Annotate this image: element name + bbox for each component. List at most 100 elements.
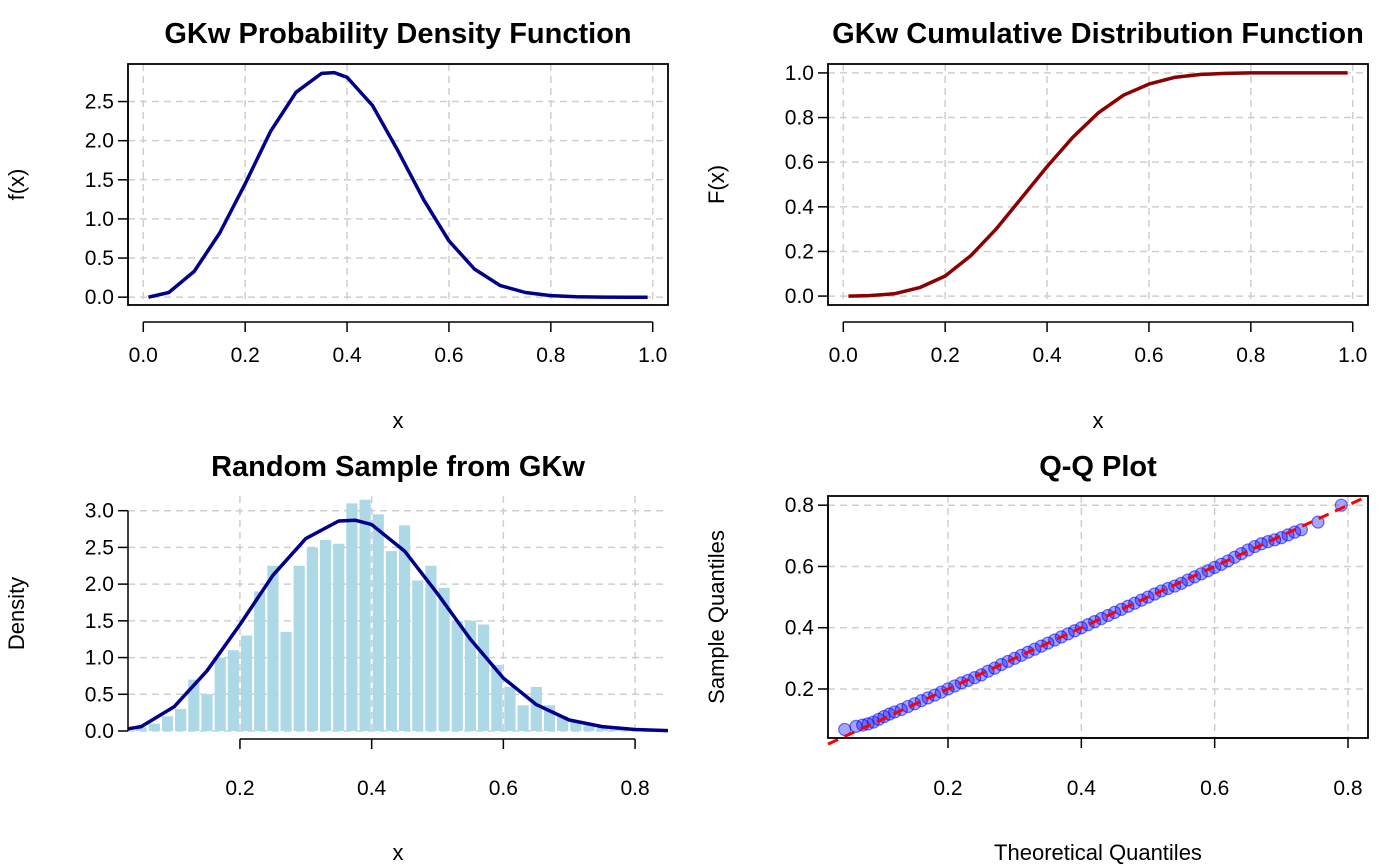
- histogram-bar: [201, 694, 213, 731]
- histogram-bar: [385, 551, 397, 731]
- x-axis-label: x: [393, 408, 404, 433]
- y-tick-label: 0.6: [785, 151, 814, 174]
- x-tick-label: 0.4: [1067, 777, 1097, 800]
- histogram-bar: [570, 722, 582, 731]
- y-tick-label: 3.0: [85, 500, 114, 523]
- x-tick-label: 0.6: [1134, 344, 1163, 367]
- x-tick-label: 0.4: [332, 344, 362, 367]
- histogram-bar: [319, 540, 332, 731]
- series-line: [848, 71, 1348, 298]
- x-tick-label: 0.4: [357, 777, 387, 800]
- chart-title: GKw Probability Density Function: [164, 18, 631, 50]
- y-tick-label: 1.5: [85, 169, 114, 192]
- y-tick-label: 0.8: [785, 107, 814, 130]
- y-tick-label: 1.0: [85, 647, 114, 670]
- y-tick-label: 2.0: [85, 573, 114, 596]
- y-axis-label: Sample Quantiles: [704, 530, 729, 704]
- histogram-bar: [359, 499, 371, 731]
- x-tick-label: 0.2: [933, 777, 962, 800]
- histogram-bar: [293, 565, 305, 731]
- histogram-bar: [530, 686, 542, 731]
- y-tick-label: 2.5: [85, 91, 114, 114]
- qq-point: [981, 664, 995, 678]
- histogram-bar: [214, 657, 226, 731]
- x-tick-label: 0.2: [231, 344, 260, 367]
- y-tick-label: 0.4: [785, 617, 815, 640]
- y-tick-label: 1.0: [785, 62, 814, 85]
- histogram-bar: [438, 587, 450, 731]
- histogram-bar: [188, 679, 200, 731]
- y-tick-label: 0.2: [785, 678, 814, 701]
- x-tick-label: 0.8: [1333, 777, 1362, 800]
- y-tick-label: 0.5: [85, 247, 114, 270]
- y-tick-label: 1.5: [85, 610, 114, 633]
- histogram-bar: [372, 514, 384, 731]
- histogram-bar: [399, 525, 411, 731]
- qq-point: [1208, 560, 1222, 574]
- plot-frame: [127, 63, 669, 306]
- histogram-bar: [517, 705, 529, 731]
- histogram-bar: [596, 727, 608, 731]
- x-axis-label: x: [1093, 408, 1104, 433]
- histogram-bar: [135, 727, 147, 731]
- chart-title: Random Sample from GKw: [211, 451, 585, 483]
- chart-title: GKw Cumulative Distribution Function: [832, 18, 1364, 50]
- y-tick-label: 0.5: [85, 683, 114, 706]
- x-tick-label: 1.0: [1338, 344, 1367, 367]
- plot-frame: [827, 63, 1369, 306]
- x-tick-label: 0.8: [620, 777, 649, 800]
- histogram-panel: 0.2 0.4 0.6 0.8 0.0 0.5 1.0 1.5 2.0 2.5 3.0 Random …: [4, 451, 669, 865]
- x-tick-label: 0.6: [434, 344, 463, 367]
- histogram-bar: [504, 686, 516, 731]
- histogram-bar: [175, 708, 187, 731]
- x-tick-label: 0.6: [489, 777, 518, 800]
- x-tick-label: 1.0: [638, 344, 667, 367]
- histogram-bar: [451, 620, 463, 731]
- histogram-bar: [412, 580, 424, 731]
- x-tick-label: 0.8: [536, 344, 565, 367]
- histogram-bar: [280, 631, 292, 731]
- histogram-bar: [161, 716, 174, 731]
- y-tick-label: 0.0: [85, 286, 114, 309]
- density-curve: [127, 518, 669, 733]
- histogram-bar: [543, 705, 556, 731]
- y-axis-label: F(x): [704, 165, 729, 204]
- x-tick-label: 0.2: [931, 344, 960, 367]
- qq-point: [901, 699, 915, 714]
- y-tick-label: 0.2: [785, 240, 814, 263]
- x-tick-label: 0.4: [1032, 344, 1062, 367]
- histogram-bar: [478, 624, 490, 731]
- x-tick-label: 0.2: [225, 777, 254, 800]
- qq-panel: 0.2 0.4 0.6 0.8 0.2 0.4 0.6 0.8 Q-Q Plot Theoreti…: [704, 451, 1369, 865]
- cdf-panel: 0.0 0.2 0.4 0.6 0.8 1.0 0.0 0.2 0.4 0.6 0.8 1.0 GKw …: [704, 18, 1369, 433]
- histogram-bar: [557, 716, 569, 731]
- x-tick-label: 0.8: [1236, 344, 1265, 367]
- histogram-bar: [306, 547, 318, 731]
- histogram-bar: [491, 664, 503, 731]
- series-line: [148, 70, 648, 299]
- reference-line: [827, 494, 1369, 746]
- histogram-bar: [254, 591, 266, 731]
- histogram-bar: [583, 725, 595, 731]
- y-tick-label: 2.5: [85, 536, 114, 559]
- histogram-bar: [148, 723, 160, 731]
- y-axis-label: Density: [4, 577, 29, 650]
- y-tick-label: 2.0: [85, 130, 114, 153]
- pdf-panel: 0.0 0.2 0.4 0.6 0.8 1.0 0.0 0.5 1.0 1.5 2.0 2.5 GKw …: [4, 18, 669, 433]
- x-axis-label: x: [393, 840, 404, 865]
- y-axis-label: f(x): [4, 169, 29, 201]
- x-tick-label: 0.0: [129, 344, 158, 367]
- y-tick-label: 0.8: [785, 494, 814, 517]
- histogram-bar: [333, 543, 345, 731]
- x-tick-label: 0.6: [1200, 777, 1229, 800]
- y-tick-label: 1.0: [85, 208, 114, 231]
- histogram-bar: [346, 503, 358, 731]
- y-tick-label: 0.0: [85, 720, 114, 743]
- histogram-bar: [425, 565, 437, 731]
- y-tick-label: 0.0: [785, 285, 814, 308]
- histogram-bar: [267, 565, 279, 731]
- y-tick-label: 0.4: [785, 196, 815, 219]
- histogram-bar: [464, 620, 477, 731]
- y-tick-label: 0.6: [785, 555, 814, 578]
